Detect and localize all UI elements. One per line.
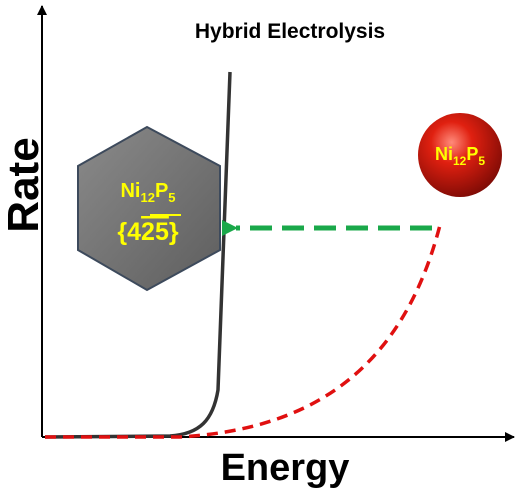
hexagon-facet: {425} (117, 218, 178, 246)
text-part: P (155, 180, 168, 202)
hexagon-crystal (77, 125, 221, 292)
hexagon-formula: Ni12P5 (120, 180, 175, 205)
text-part: } (169, 218, 179, 246)
text-part: 5 (478, 154, 485, 168)
title: Hybrid Electrolysis (195, 20, 385, 43)
text-part: 25 (141, 218, 169, 246)
x-axis-label: Energy (221, 447, 350, 489)
sphere-formula: Ni12P5 (435, 144, 485, 168)
text-part: 12 (453, 154, 467, 168)
y-axis-label: Rate (0, 137, 48, 232)
text-part: 5 (168, 190, 175, 205)
reference-curve (45, 224, 442, 439)
text-part: Ni (120, 180, 140, 202)
text-part: P (466, 144, 478, 164)
text-part: Ni (435, 144, 453, 164)
text-part: 12 (140, 190, 154, 205)
sphere-particle (418, 113, 502, 197)
text-part: {4 (117, 218, 141, 246)
